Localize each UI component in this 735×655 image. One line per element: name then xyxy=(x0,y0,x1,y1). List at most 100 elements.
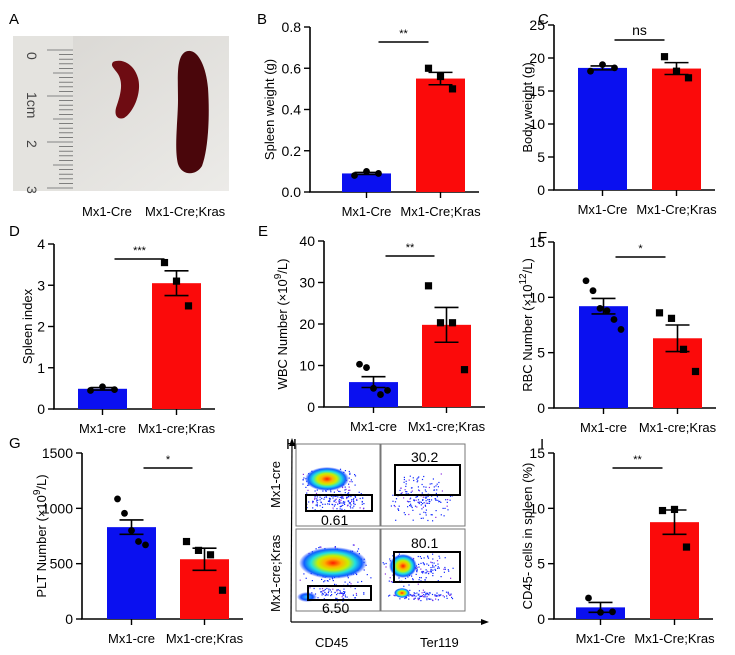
flow-y-axis xyxy=(290,442,293,623)
flow-event xyxy=(333,505,335,507)
flow-event xyxy=(330,495,332,497)
flow-event xyxy=(416,566,418,568)
flow-event xyxy=(446,597,448,599)
flow-event xyxy=(321,578,323,580)
flow-event xyxy=(405,485,407,487)
flow-event xyxy=(409,504,411,507)
flow-event xyxy=(343,588,345,590)
data-point xyxy=(610,316,618,323)
flow-event xyxy=(427,499,429,501)
flow-event xyxy=(422,506,424,508)
flow-event xyxy=(431,593,434,596)
flow-event xyxy=(388,580,390,582)
flow-event xyxy=(448,593,450,595)
flow-event xyxy=(421,595,423,597)
flow-event xyxy=(339,502,341,504)
flow-event xyxy=(422,496,424,498)
flow-event xyxy=(440,576,442,578)
flow-event xyxy=(449,499,451,501)
flow-event xyxy=(303,477,305,479)
flow-event xyxy=(418,579,420,581)
panel-a: A 0 1cm 2 3 Mx1-Cre Mx1-Cre;Kras xyxy=(9,11,229,219)
flow-event xyxy=(331,594,333,596)
y-axis-title: Body weight (g) xyxy=(520,62,535,152)
flow-event xyxy=(349,473,351,475)
flow-event xyxy=(420,600,422,602)
flow-event xyxy=(445,499,447,501)
ruler-label-0: 0 xyxy=(24,52,40,60)
flow-event xyxy=(320,591,323,593)
flow-event xyxy=(426,563,428,565)
flow-event xyxy=(353,505,355,507)
chart-panel-e: E 0 10 20 30 40 WBC Number (×109/L) Mx1-cre Mx1-… xyxy=(258,223,486,434)
flow-event xyxy=(328,497,331,499)
flow-event xyxy=(432,478,434,480)
gate-value-kras-cd45: 6.50 xyxy=(322,600,349,616)
flow-event xyxy=(417,486,419,488)
flow-event xyxy=(421,483,423,486)
flow-event xyxy=(348,496,350,498)
flow-event xyxy=(420,501,422,503)
data-point xyxy=(670,505,679,514)
flow-event xyxy=(420,517,422,519)
flow-event xyxy=(336,508,338,510)
flow-event xyxy=(447,509,449,511)
flow-event xyxy=(314,495,316,497)
flow-event xyxy=(433,486,435,488)
flow-event xyxy=(389,577,391,579)
flow-event xyxy=(417,597,419,599)
flow-event xyxy=(338,501,340,503)
flow-event xyxy=(360,493,362,495)
x-category-label: Mx1-cre;Kras xyxy=(639,420,717,435)
flow-event xyxy=(419,501,421,503)
flow-event xyxy=(437,499,439,501)
flow-event xyxy=(347,492,349,495)
gate-value-mx1-ter119: 30.2 xyxy=(411,449,438,465)
data-point xyxy=(142,541,149,549)
flow-event xyxy=(406,491,408,493)
flow-event xyxy=(332,580,334,582)
gate-value-mx1-cd45: 0.61 xyxy=(321,512,348,528)
flow-event xyxy=(422,589,424,591)
flow-event xyxy=(429,592,431,594)
flow-event xyxy=(347,577,349,579)
data-point xyxy=(611,64,618,72)
flow-event xyxy=(418,502,420,505)
flow-event xyxy=(406,500,409,502)
flow-event xyxy=(418,476,420,478)
flow-event xyxy=(444,568,446,570)
data-point xyxy=(436,72,445,81)
flow-event xyxy=(451,596,453,598)
data-point xyxy=(684,74,693,82)
flow-event xyxy=(425,514,427,516)
data-point xyxy=(460,366,469,374)
flow-event xyxy=(332,495,334,497)
flow-event xyxy=(393,504,395,507)
flow-event xyxy=(431,483,433,485)
flow-event xyxy=(430,569,432,571)
flow-event xyxy=(409,589,411,591)
bar-kras xyxy=(152,283,201,409)
y-axis-title-main: RBC Number (×10 xyxy=(520,285,535,392)
flow-event xyxy=(393,594,395,596)
y-tick-label: 0 xyxy=(37,401,45,417)
panel-letter-e: E xyxy=(258,223,268,240)
flow-event xyxy=(318,547,320,549)
gate-mx1-ter119 xyxy=(394,464,461,496)
y-tick-label: 0 xyxy=(537,400,545,416)
flow-event xyxy=(425,490,427,493)
flow-event xyxy=(422,596,424,598)
flow-event xyxy=(419,556,421,558)
panel-letter-b: B xyxy=(257,11,267,28)
flow-event xyxy=(339,592,341,594)
flow-event xyxy=(382,562,384,564)
flow-event xyxy=(356,499,358,501)
data-point xyxy=(87,387,94,394)
flow-event xyxy=(418,566,420,568)
flow-event xyxy=(426,572,428,574)
y-tick-label: 15 xyxy=(529,445,545,461)
flow-event xyxy=(315,548,317,550)
y-axis-title: RBC Number (×1012/L) xyxy=(518,258,535,392)
flow-event xyxy=(448,570,450,572)
flow-event xyxy=(338,499,341,501)
